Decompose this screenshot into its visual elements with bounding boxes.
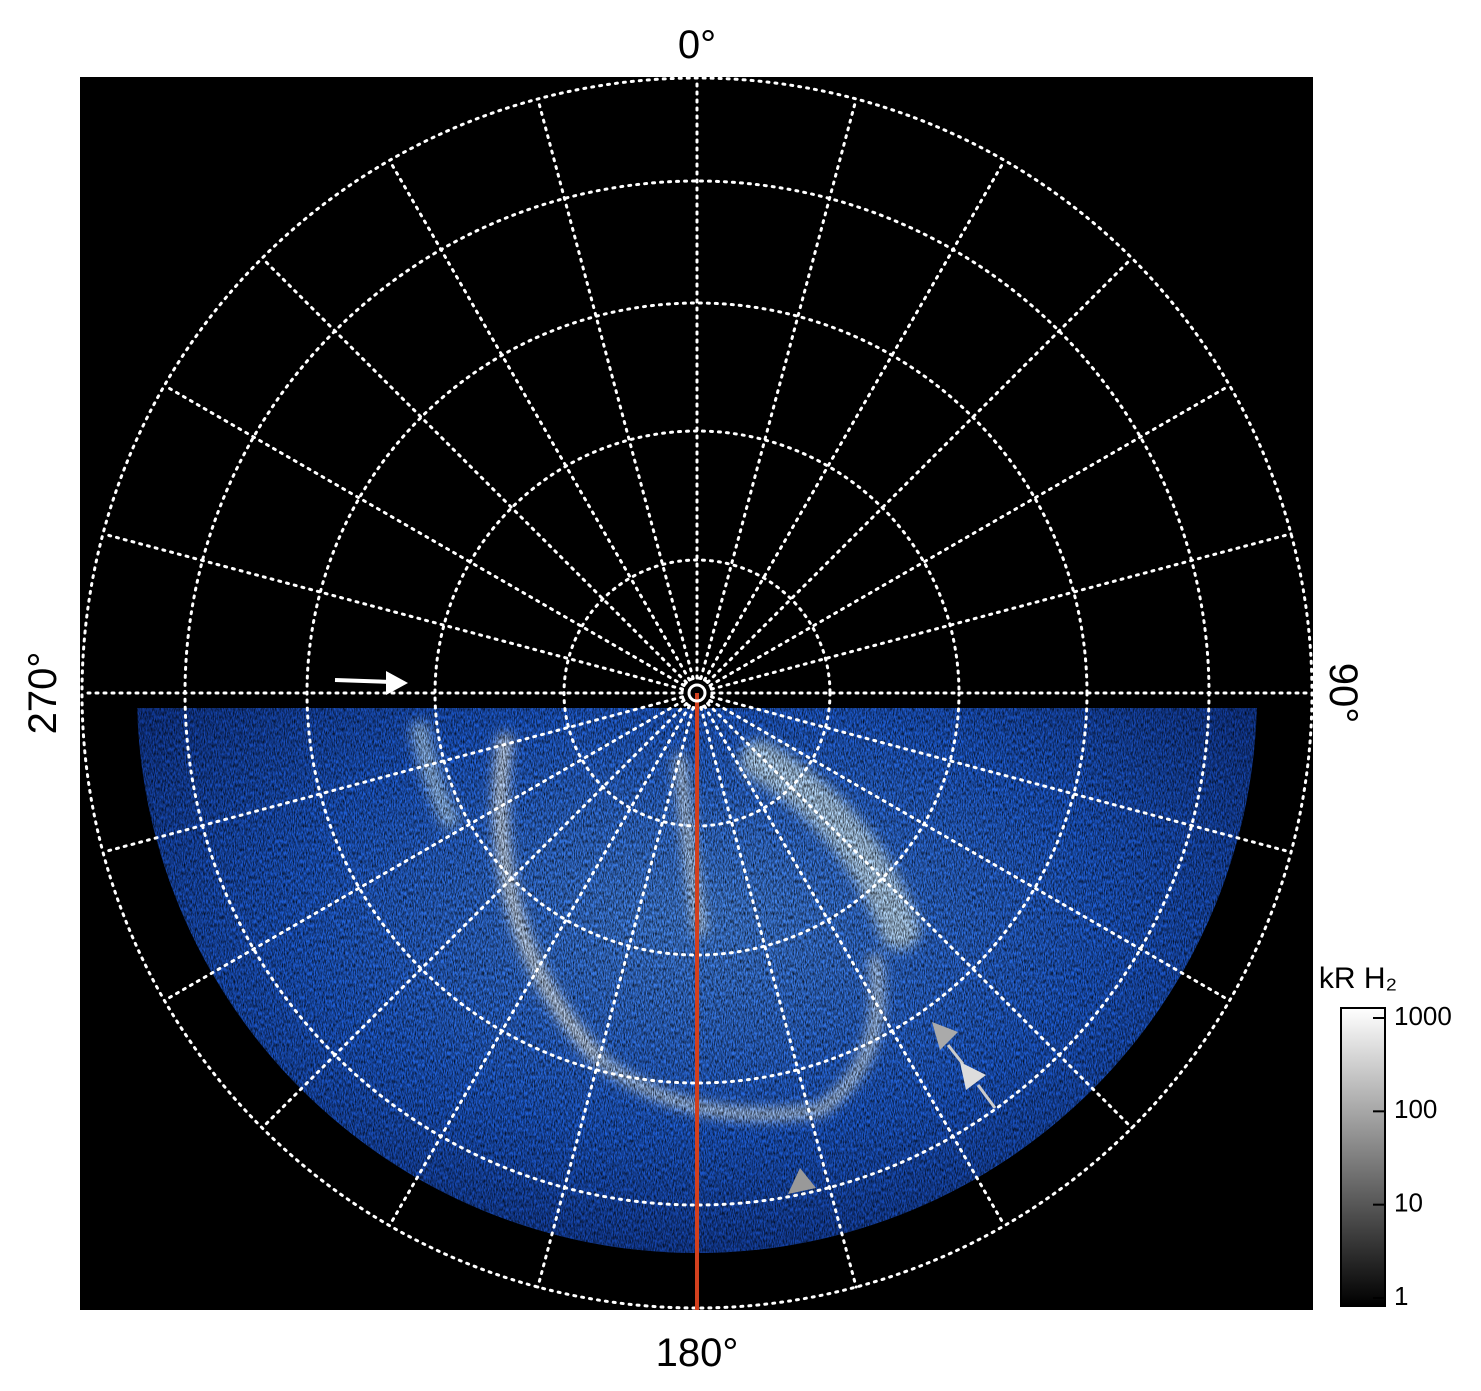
- angle-label: 0°: [678, 23, 716, 67]
- colorbar-tick-label: 1: [1394, 1281, 1408, 1311]
- colorbar: [1340, 1007, 1386, 1307]
- colorbar-tick-label: 1000: [1394, 1001, 1452, 1031]
- colorbar-tick-label: 100: [1394, 1094, 1437, 1124]
- angle-label: 180°: [656, 1331, 739, 1375]
- colorbar-label: kR H₂: [1319, 962, 1397, 995]
- angle-label: 270°: [21, 652, 65, 735]
- angle-label: 90°: [1321, 663, 1365, 724]
- latitude-circle: [80, 76, 1314, 1310]
- pole-marker: [687, 683, 707, 703]
- annotation-arrows: [334, 671, 997, 1194]
- colorbar-ticks: 1 10 100 1000: [1373, 1001, 1452, 1311]
- colorbar-tick-label: 10: [1394, 1188, 1423, 1218]
